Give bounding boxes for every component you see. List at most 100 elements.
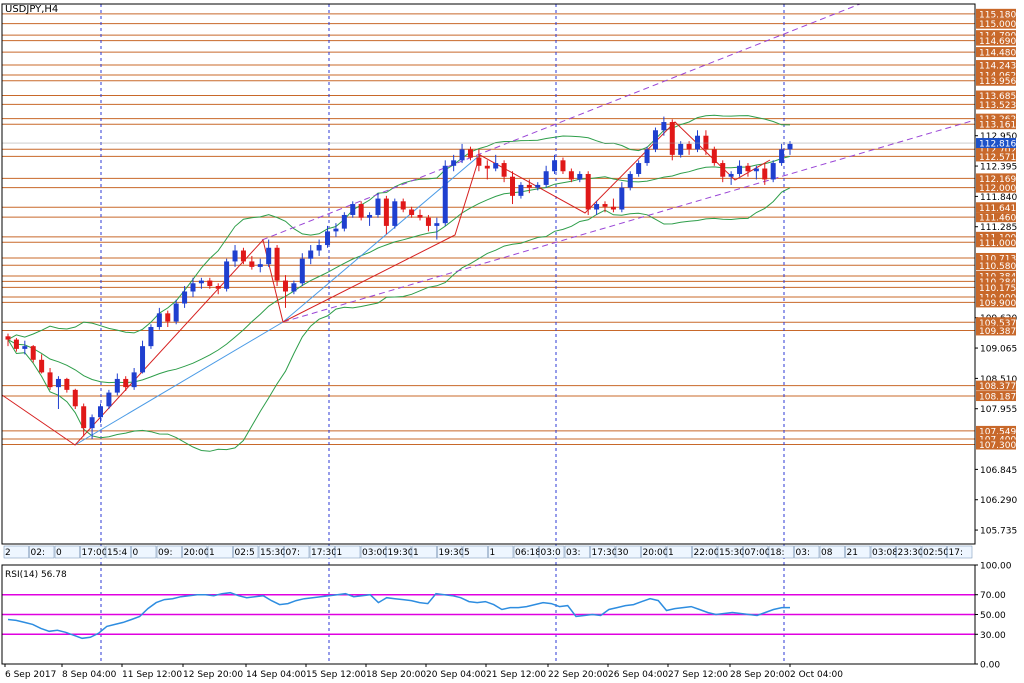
- time-strip-label: 17:30: [592, 548, 618, 558]
- price-tick-label: 108.187: [979, 393, 1016, 403]
- candle-body: [501, 163, 507, 177]
- chart-title: USDJPY,H4: [5, 4, 58, 15]
- candle-body: [602, 204, 608, 207]
- price-tick-label: 111.840: [980, 193, 1017, 203]
- candle-body: [325, 231, 331, 246]
- x-axis-label: 2 Oct 04:00: [790, 670, 843, 680]
- candle-body: [114, 378, 120, 393]
- candle-body: [526, 184, 532, 188]
- rsi-tick-label: 30.00: [980, 631, 1006, 641]
- price-tick-label: 112.000: [979, 184, 1016, 194]
- candle-body: [367, 214, 373, 218]
- x-axis-label: 22 Sep 20:00: [548, 670, 608, 680]
- price-tick-label: 114.690: [979, 37, 1016, 47]
- time-strip-cell: [335, 545, 361, 559]
- candle-body: [190, 283, 196, 292]
- main-frame: [1, 3, 976, 545]
- price-tag-bg: [976, 434, 1016, 445]
- time-strip-label: 1: [668, 548, 674, 558]
- rsi-tick-label: 100.00: [980, 562, 1012, 572]
- time-strip-cell: [845, 545, 871, 559]
- candle-body: [266, 247, 272, 265]
- candle-body: [762, 168, 768, 180]
- rsi-tick-label: 50.00: [980, 611, 1006, 621]
- time-strip-label: 19:30: [388, 548, 414, 558]
- time-strip-label: 15:4: [107, 548, 127, 558]
- candle-body: [728, 173, 734, 177]
- price-tick-label: 113.161: [979, 121, 1016, 131]
- time-strip-label: 15:30: [260, 548, 286, 558]
- price-tick-label: 112.169: [979, 175, 1016, 185]
- candle-body: [745, 165, 751, 172]
- time-strip-label: 1: [209, 548, 215, 558]
- time-strip-label: 07:: [286, 548, 300, 558]
- candle-body: [661, 122, 667, 131]
- candle-body: [97, 406, 103, 418]
- price-tag-bg: [976, 291, 1016, 302]
- rsi-line: [7, 591, 790, 640]
- price-tick-label: 110.175: [979, 284, 1016, 294]
- time-strip-label: 09:: [158, 548, 172, 558]
- time-strip-cell: [360, 545, 386, 559]
- candle-body: [198, 280, 204, 284]
- price-tag-bg: [976, 182, 1016, 193]
- candle-body: [543, 171, 549, 185]
- rsi-label: RSI(14) 56.78: [5, 570, 67, 580]
- price-tick-label: 108.510: [980, 375, 1017, 385]
- price-tick-label: 113.956: [979, 77, 1016, 87]
- candle-body: [737, 165, 743, 174]
- price-tag-bg: [976, 8, 1016, 19]
- time-strip-cell: [29, 545, 55, 559]
- time-strip-label: 03:08: [872, 548, 898, 558]
- candle-body: [467, 149, 473, 158]
- axes: 115.180115.000114.790114.690114.480114.2…: [1, 3, 1017, 680]
- candle-body: [55, 378, 61, 388]
- time-strip-cell: [641, 545, 667, 559]
- time-strip-cell: [768, 545, 794, 559]
- price-tag-bg: [976, 391, 1016, 402]
- price-tag-bg: [976, 69, 1016, 80]
- price-tag-bg: [976, 18, 1016, 29]
- time-strip-cell: [921, 545, 947, 559]
- current-price-label: 112.816: [979, 140, 1016, 150]
- main-price-panel[interactable]: [1, 3, 976, 664]
- rsi-tick-label: 70.00: [980, 591, 1006, 601]
- time-strip-cell: [207, 545, 233, 559]
- candle-body: [560, 160, 566, 172]
- price-tick-label: 115.000: [979, 20, 1016, 30]
- time-strip-label: 19:30: [439, 548, 465, 558]
- time-strip-cell: [488, 545, 514, 559]
- candle-body: [257, 264, 263, 267]
- time-strip-label: 2: [5, 548, 11, 558]
- time-strip-label: 03:00: [362, 548, 388, 558]
- price-tag-bg: [976, 380, 1016, 391]
- price-tag-bg: [976, 317, 1016, 328]
- time-strip-label: 1: [413, 548, 419, 558]
- candle-body: [13, 339, 19, 349]
- candle-body: [316, 245, 322, 251]
- candle-body: [299, 258, 305, 284]
- time-strip-label: 0: [56, 548, 62, 558]
- time-strip-label: 20:00: [643, 548, 669, 558]
- price-tick-label: 109.065: [980, 345, 1017, 355]
- price-tag-bg: [976, 252, 1016, 263]
- time-strip-cell: [131, 545, 157, 559]
- price-tag-bg: [976, 75, 1016, 86]
- candle-body: [30, 346, 36, 360]
- price-tick-label: 112.702: [979, 146, 1016, 156]
- candle-body: [636, 163, 642, 174]
- candle-body: [510, 176, 516, 196]
- time-strip-cell: [564, 545, 590, 559]
- price-tag-bg: [976, 90, 1016, 101]
- rsi-panel[interactable]: [2, 591, 975, 640]
- price-tick-label: 112.950: [980, 132, 1017, 142]
- candle-body: [106, 392, 112, 407]
- time-strip-label: 20:00: [184, 548, 210, 558]
- time-strip-cell: [54, 545, 80, 559]
- time-strip-cell: [233, 545, 259, 559]
- channel-upper: [261, 3, 861, 241]
- time-strip-label: 0: [133, 548, 139, 558]
- price-tag-bg: [976, 282, 1016, 293]
- price-tag-bg: [976, 119, 1016, 130]
